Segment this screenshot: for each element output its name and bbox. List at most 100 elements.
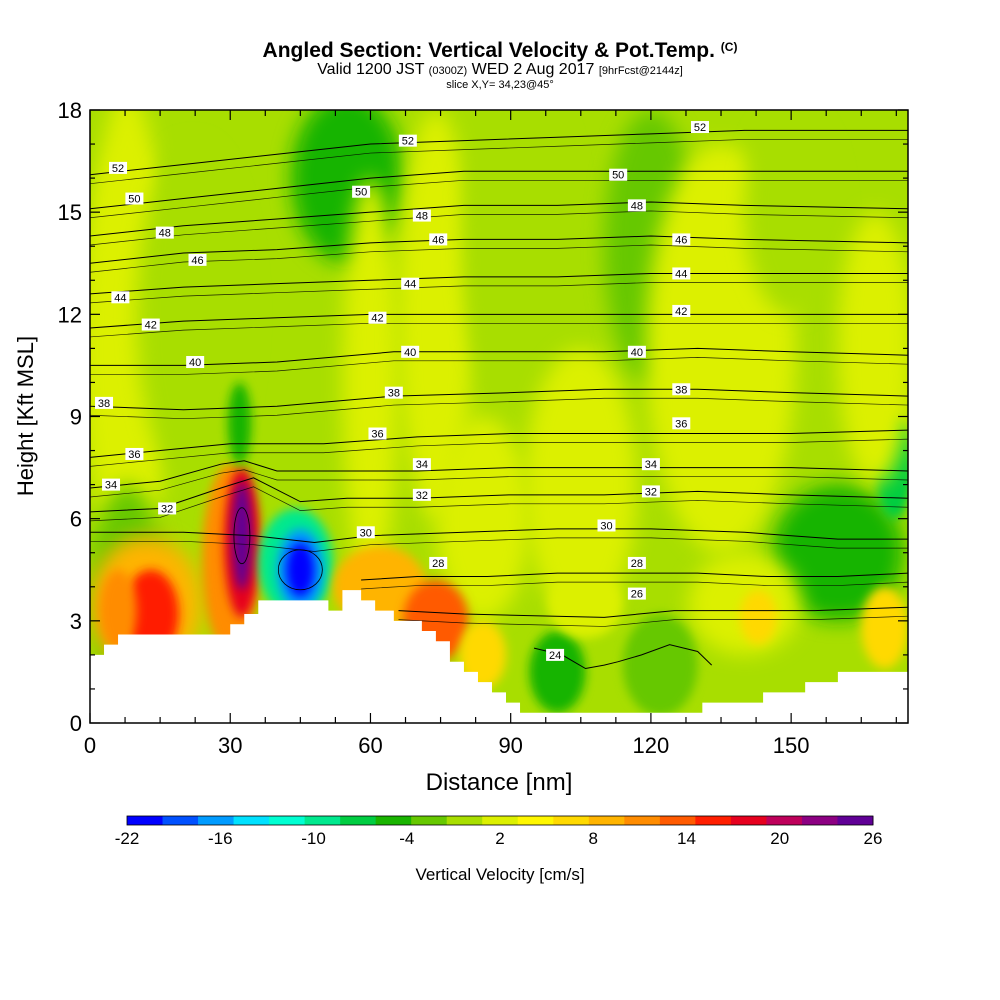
colorbar-swatch — [304, 816, 341, 825]
isentrope-label-text: 30 — [600, 520, 612, 532]
colorbar-tick-label: -10 — [301, 829, 326, 848]
y-tick-label: 15 — [58, 200, 82, 225]
isentrope-label-bg — [641, 458, 660, 471]
isentrope-minor — [90, 357, 908, 375]
forecast-info: [9hrFcst@2144z] — [598, 65, 683, 77]
isentrope-label-bg — [627, 199, 646, 212]
isentrope-label: 30 — [597, 519, 616, 532]
isentrope-label-text: 32 — [416, 490, 428, 502]
isentrope-label-bg — [627, 556, 646, 569]
isentrope-label-text: 48 — [159, 228, 171, 240]
isentrope-minor — [398, 615, 908, 627]
colorbar-tick-label: 26 — [864, 829, 883, 848]
velocity-region — [524, 348, 637, 621]
isentrope-label-text: 30 — [360, 527, 372, 539]
valid-date: WED 2 Aug 2017 — [471, 61, 595, 78]
isentrope-label-text: 46 — [191, 255, 203, 267]
isentrope-label-bg — [95, 396, 114, 409]
isentrope-label-bg — [125, 192, 144, 205]
isentrope-32 — [90, 477, 908, 513]
isentrope-minor — [90, 537, 908, 552]
colorbar-swatch — [801, 816, 838, 825]
terrain — [90, 590, 908, 723]
isentrope-label-text: 48 — [631, 200, 643, 212]
isentrope-minor — [90, 244, 908, 273]
isentrope-label-text: 40 — [404, 347, 416, 359]
isentrope-label: 50 — [609, 168, 628, 182]
colorbar-swatch — [233, 816, 270, 825]
velocity-region — [861, 586, 908, 669]
velocity-region — [739, 590, 778, 645]
isentrope-labels: 52 50 48 46 44 42 40 38 36 34 32 52 50 48 46 44 42 40 38 36… — [95, 121, 709, 662]
isentrope-24 — [533, 644, 713, 670]
isentrope-label-bg — [672, 304, 691, 317]
isentrope-label: 28 — [429, 556, 448, 570]
x-tick-label: 150 — [773, 733, 810, 758]
y-tick-label: 3 — [70, 609, 82, 634]
isentrope-minor — [90, 282, 908, 304]
isentrope-label-bg — [429, 233, 448, 246]
colorbar-tick-label: 2 — [495, 829, 504, 848]
isentrope-label: 38 — [672, 383, 691, 396]
velocity-region — [232, 481, 252, 591]
isentrope-label-bg — [412, 209, 431, 222]
colorbar-swatch — [127, 816, 164, 825]
isentrope-label-bg — [672, 417, 691, 430]
isentrope-label-bg — [641, 485, 660, 498]
isentrope-label-text: 24 — [549, 650, 561, 662]
isentrope-label: 36 — [672, 417, 691, 430]
chart-title: Angled Section: Vertical Velocity & Pot.… — [0, 36, 1000, 62]
downdraft-contour — [277, 549, 323, 591]
isentrope-label-bg — [155, 226, 174, 239]
isentrope-label-bg — [609, 168, 628, 181]
colorbar-swatch — [482, 816, 519, 825]
isentrope-label-bg — [672, 383, 691, 396]
isentrope-minor — [361, 581, 908, 590]
isentrope-label: 34 — [412, 458, 431, 471]
isentrope-label-bg — [412, 488, 431, 501]
isentrope-label-bg — [125, 447, 144, 460]
isentrope-label: 48 — [412, 209, 431, 223]
valid-time: Valid 1200 JST (0300Z) WED 2 Aug 2017 [9… — [0, 62, 1000, 79]
colorbar-swatch — [553, 816, 590, 825]
isentrope-minor — [90, 486, 908, 522]
isentrope-label: 40 — [186, 356, 205, 369]
isentrope-label-bg — [111, 291, 130, 304]
isentrope-label: 42 — [368, 311, 387, 325]
isentrope-label-text: 44 — [404, 279, 416, 291]
isentrope-label-bg — [158, 502, 177, 515]
y-tick-label: 12 — [58, 302, 82, 327]
isentrope-label-text: 34 — [645, 459, 657, 471]
isentrope-label: 32 — [412, 488, 431, 502]
isentrope-label-text: 38 — [388, 388, 400, 400]
colorbar-tick-label: -16 — [208, 829, 233, 848]
isentrope-label-text: 46 — [675, 234, 687, 246]
isentrope-label-text: 40 — [189, 357, 201, 369]
isentrope-minor — [90, 438, 908, 467]
colorbar-swatch — [730, 816, 767, 825]
isentrope-label-bg — [672, 267, 691, 280]
isentrope-label-bg — [141, 318, 160, 331]
isentrope-label: 28 — [627, 556, 646, 570]
isentrope-label-bg — [672, 233, 691, 246]
isentrope-label: 50 — [125, 192, 144, 206]
colorbar-swatch — [411, 816, 448, 825]
isentrope-label-bg — [356, 526, 375, 539]
isentrope-label: 38 — [384, 386, 403, 400]
isentrope-50 — [90, 170, 908, 210]
velocity-region — [463, 110, 577, 417]
isentrope-label-text: 26 — [631, 589, 643, 601]
isentrope-label-text: 50 — [612, 170, 624, 182]
isentrope-46 — [90, 235, 908, 264]
isentrope-minor — [90, 210, 908, 246]
isentrope-30 — [90, 528, 908, 544]
velocity-region — [342, 178, 399, 587]
velocity-region — [744, 110, 838, 315]
colorbar-swatch — [695, 816, 732, 825]
velocity-region — [227, 382, 252, 465]
colorbar-tick-label: 14 — [677, 829, 696, 848]
colorbar-swatch — [766, 816, 803, 825]
isentrope-52 — [90, 129, 908, 176]
isentrope-minor — [90, 139, 908, 185]
